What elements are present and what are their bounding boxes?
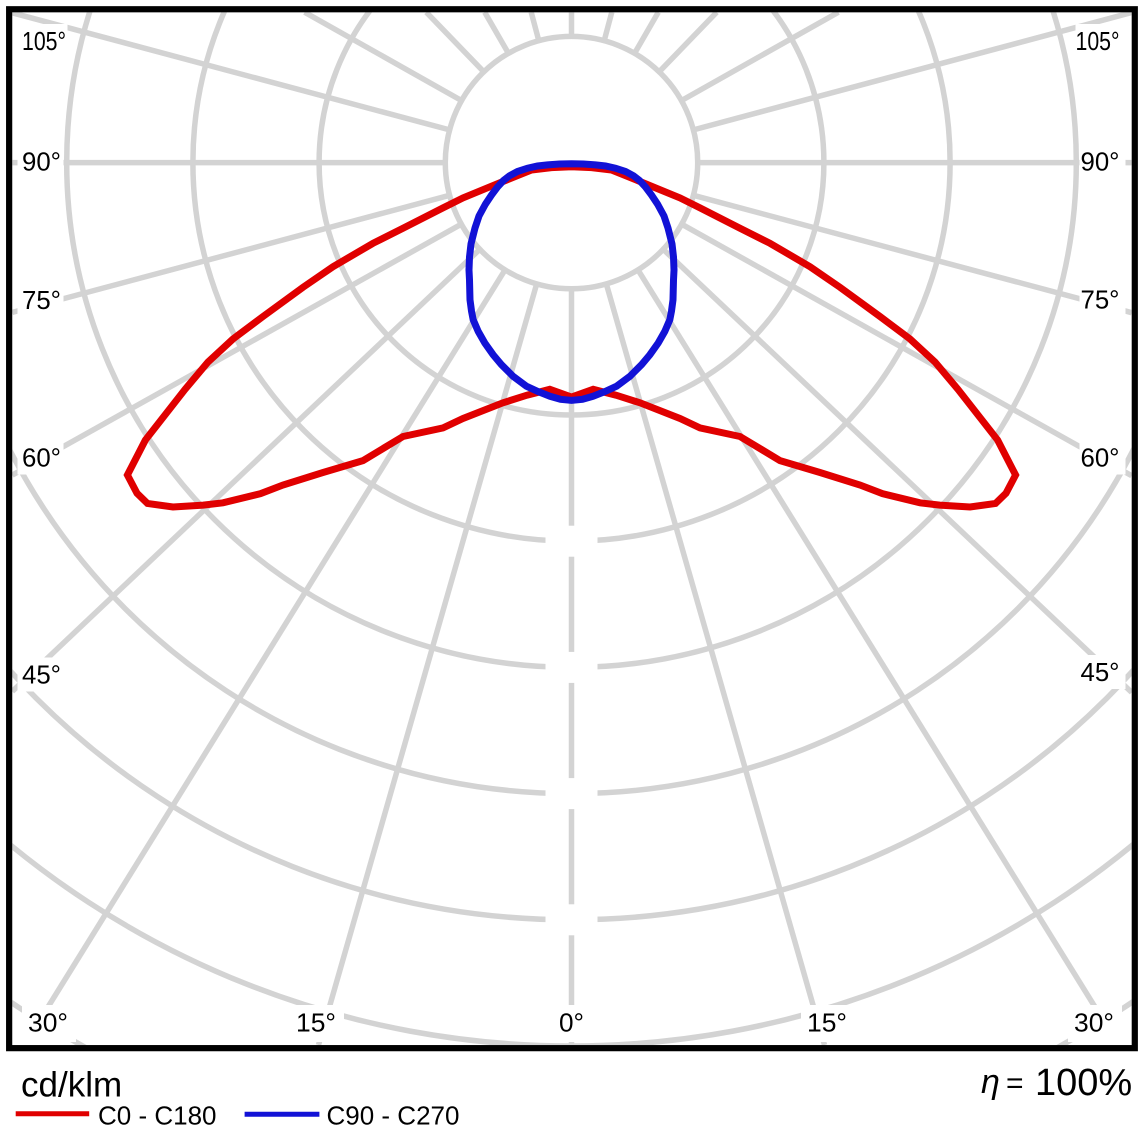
svg-text:75°: 75° [22, 285, 61, 315]
svg-text:cd/klm: cd/klm [21, 1066, 122, 1105]
svg-text:C90 - C270: C90 - C270 [327, 1101, 460, 1131]
svg-text:105°: 105° [22, 26, 66, 56]
svg-text:45°: 45° [22, 660, 61, 690]
svg-text:15°: 15° [807, 1008, 847, 1038]
svg-text:30°: 30° [28, 1008, 68, 1038]
svg-text:90°: 90° [1081, 147, 1120, 177]
svg-text:15°: 15° [296, 1008, 336, 1038]
svg-text:0°: 0° [559, 1008, 584, 1038]
svg-text:100%: 100% [1035, 1062, 1132, 1104]
svg-text:90°: 90° [22, 147, 61, 177]
svg-text:75°: 75° [1081, 285, 1120, 315]
svg-text:60°: 60° [22, 443, 61, 473]
svg-text:30°: 30° [1074, 1008, 1114, 1038]
svg-text:=: = [1006, 1067, 1024, 1100]
svg-text:60°: 60° [1081, 443, 1120, 473]
svg-text:C0 - C180: C0 - C180 [98, 1101, 217, 1131]
svg-text:105°: 105° [1076, 26, 1120, 56]
svg-text:η: η [981, 1063, 1000, 1101]
svg-text:45°: 45° [1081, 657, 1120, 687]
